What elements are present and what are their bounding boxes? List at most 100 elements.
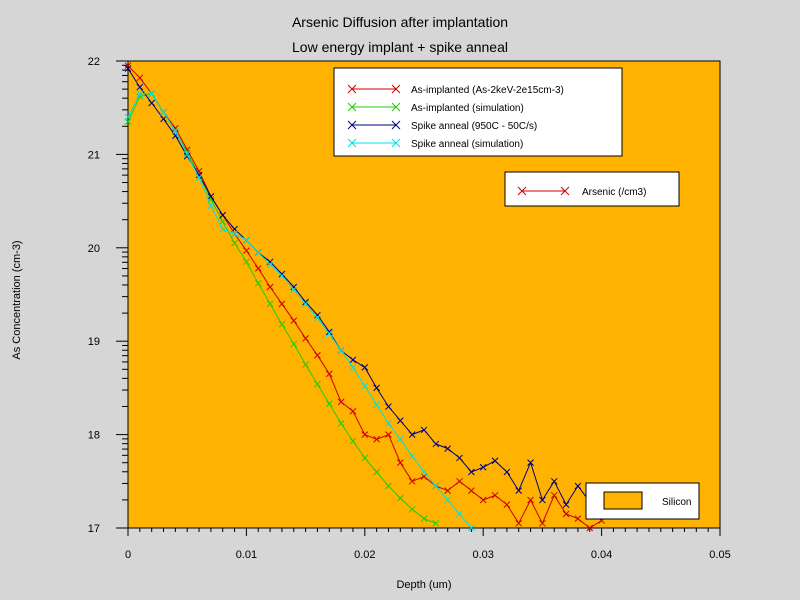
data-point bbox=[254, 264, 262, 272]
data-point bbox=[290, 317, 298, 325]
data-point bbox=[503, 468, 511, 476]
data-point bbox=[219, 225, 227, 233]
data-point bbox=[420, 468, 428, 476]
data-point bbox=[468, 487, 475, 494]
data-point bbox=[231, 230, 238, 238]
data-point bbox=[349, 407, 357, 415]
data-point bbox=[539, 496, 546, 504]
data-point bbox=[527, 459, 534, 466]
legend-label: Arsenic (/cm3) bbox=[582, 187, 646, 198]
data-point bbox=[136, 83, 144, 91]
data-point bbox=[468, 468, 475, 476]
data-point bbox=[124, 62, 132, 70]
data-point bbox=[148, 90, 156, 98]
data-point bbox=[349, 356, 357, 364]
data-point bbox=[456, 477, 463, 485]
data-point bbox=[243, 236, 250, 244]
data-point bbox=[385, 420, 392, 427]
data-point bbox=[278, 272, 286, 280]
data-point bbox=[432, 482, 440, 490]
axis-ticks: 0 0.01 0.02 0.03 0.04 0.05 17 18 19 20 21 22 bbox=[88, 56, 731, 561]
data-point bbox=[385, 431, 392, 438]
data-point bbox=[124, 65, 132, 72]
y-axis-label: As Concentration (cm-3) bbox=[11, 240, 23, 359]
legend-marker bbox=[391, 120, 401, 130]
legend-label: Spike anneal (simulation) bbox=[411, 139, 523, 150]
data-point bbox=[550, 477, 558, 485]
data-point bbox=[361, 431, 369, 438]
legend-entry: As-implanted (As-2keV-2e15cm-3) bbox=[347, 84, 564, 96]
data-point bbox=[266, 300, 274, 308]
data-point bbox=[266, 283, 274, 291]
data-point bbox=[124, 113, 132, 121]
data-point bbox=[491, 457, 499, 465]
data-point bbox=[444, 487, 452, 494]
data-point bbox=[325, 400, 333, 408]
x-tick-label: 0.04 bbox=[591, 549, 612, 561]
y-tick-label: 21 bbox=[88, 149, 100, 161]
data-point bbox=[373, 468, 380, 476]
y-tick-label: 20 bbox=[88, 243, 100, 255]
legend-entry: Arsenic (/cm3) bbox=[517, 186, 646, 198]
data-point bbox=[562, 510, 570, 518]
legend-arsenic-box bbox=[504, 171, 680, 207]
data-point bbox=[396, 417, 404, 424]
data-point bbox=[432, 519, 440, 527]
y-tick-label: 22 bbox=[88, 56, 100, 68]
data-point bbox=[373, 435, 380, 443]
data-point bbox=[562, 501, 570, 509]
data-point bbox=[337, 398, 345, 406]
legend-swatch bbox=[603, 491, 643, 510]
data-point bbox=[385, 482, 392, 490]
legend-marker bbox=[347, 138, 357, 148]
data-point bbox=[290, 340, 298, 348]
data-point bbox=[408, 452, 416, 460]
legend-entry: As-implanted (simulation) bbox=[347, 102, 524, 114]
data-point bbox=[254, 279, 262, 287]
data-point bbox=[574, 482, 582, 490]
x-tick-label: 0.05 bbox=[709, 549, 730, 561]
data-point bbox=[136, 90, 144, 98]
data-point bbox=[266, 258, 274, 266]
data-point bbox=[361, 382, 369, 390]
data-point bbox=[172, 127, 179, 135]
data-point bbox=[349, 437, 357, 445]
data-point bbox=[290, 283, 298, 291]
data-point bbox=[243, 258, 250, 266]
data-point bbox=[207, 193, 215, 200]
data-point bbox=[515, 487, 523, 494]
chart-subtitle: Low energy implant + spike anneal bbox=[292, 39, 508, 55]
legend-marker bbox=[391, 138, 401, 148]
data-point bbox=[314, 380, 321, 388]
data-point bbox=[314, 314, 321, 322]
data-point bbox=[527, 496, 534, 504]
data-point bbox=[515, 519, 523, 527]
legend-label: As-implanted (simulation) bbox=[411, 103, 524, 114]
legend-box bbox=[333, 67, 623, 157]
data-point bbox=[396, 459, 404, 466]
data-point bbox=[373, 401, 380, 409]
data-point bbox=[337, 420, 345, 427]
data-point bbox=[219, 218, 227, 226]
y-tick-label: 18 bbox=[88, 430, 100, 442]
y-tick-label: 17 bbox=[88, 523, 100, 535]
data-point bbox=[408, 477, 416, 485]
data-point bbox=[456, 510, 463, 518]
data-point bbox=[550, 491, 558, 499]
data-point bbox=[444, 496, 452, 504]
data-point bbox=[361, 454, 369, 462]
legend-marker bbox=[391, 84, 401, 94]
data-point bbox=[148, 99, 156, 107]
legend-label: Spike anneal (950C - 50C/s) bbox=[411, 121, 537, 132]
legend-marker bbox=[347, 84, 357, 94]
legend: As-implanted (As-2keV-2e15cm-3) As-implan… bbox=[333, 67, 623, 157]
series-3 bbox=[124, 90, 475, 532]
x-tick-label: 0.02 bbox=[354, 549, 375, 561]
series-layer bbox=[124, 62, 605, 532]
data-point bbox=[396, 494, 404, 502]
data-point bbox=[385, 403, 392, 410]
x-tick-label: 0 bbox=[125, 549, 131, 561]
data-point bbox=[254, 249, 262, 256]
legend-marker bbox=[347, 120, 357, 130]
